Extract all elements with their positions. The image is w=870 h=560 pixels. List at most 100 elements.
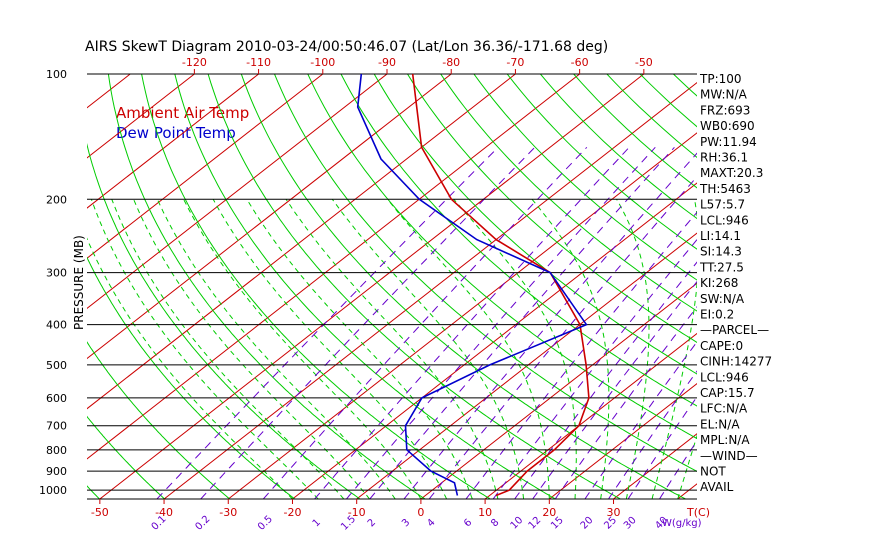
index-item: LI:14.1 [700,229,741,243]
index-item: EI:0.2 [700,308,734,322]
chart-title: AIRS SkewT Diagram 2010-03-24/00:50:46.0… [85,39,608,55]
bottom-temp-tick-label: -40 [155,506,173,519]
moist-adiabat-line [87,237,293,499]
index-item: MAXT:20.3 [700,166,763,180]
bottom-temp-tick-label: -10 [348,506,366,519]
moist-adiabat-line [285,199,499,499]
index-item: L57:5.7 [700,198,745,212]
index-item: MW:N/A [700,88,748,102]
index-item: —PARCEL— [700,323,769,337]
moist-adiabat-line [331,199,525,499]
dry-adiabat-line [87,415,165,499]
index-item: PW:11.94 [700,135,757,149]
moist-adiabat-line [183,199,422,499]
dry-adiabat-line [207,74,621,499]
index-item: EL:N/A [700,417,740,431]
top-temp-tick-label: -100 [310,56,335,69]
pressure-tick-label: 500 [46,359,67,372]
index-item: TH:5463 [699,182,751,196]
y-axis-label: PRESSURE (MB) [72,235,86,330]
temperature-profile-line [411,73,590,497]
pressure-tick-label: 400 [46,319,67,332]
isotherm-line [356,232,697,499]
dry-adiabat-line [87,256,296,499]
dry-adiabat-line [87,143,361,499]
isotherm-line [87,74,452,360]
mixing-ratio-tick-label: 2 [366,517,378,529]
pressure-tick-label: 300 [46,267,67,280]
dry-adiabat-line [87,341,231,499]
moist-adiabat-line [90,199,319,499]
pressure-tick-label: 200 [46,193,67,206]
index-item: AVAIL [700,480,734,494]
index-item: TT:27.5 [699,260,744,274]
index-item: FRZ:693 [700,103,750,117]
moist-adiabat-line [531,198,610,499]
index-item: NOT [700,465,726,479]
isotherm-line [99,74,645,499]
pressure-tick-label: 1000 [39,484,67,497]
index-item: SI:14.3 [700,245,742,259]
isotherm-line [87,74,388,310]
bottom-temp-tick-label: 30 [607,506,621,519]
mixing-ratio-line [200,146,536,499]
top-temp-tick-label: -70 [506,56,524,69]
isotherm-line [87,74,259,209]
index-item: LFC:N/A [700,402,748,416]
dry-adiabat-line [806,74,870,499]
dry-adiabat-line [373,74,697,375]
top-temp-tick-label: -80 [442,56,460,69]
mixing-ratio-tick-label: 6 [462,517,474,529]
mixing-ratio-tick-label: 0.5 [256,514,275,533]
mixing-ratio-tick-label: 0.2 [193,514,212,533]
isotherm-line [548,382,697,499]
isotherm-line [87,74,324,259]
isotherm-line [87,74,516,410]
index-item: —WIND— [700,449,758,463]
index-item: MPL:N/A [700,433,750,447]
mixing-ratio-unit-label: W(g/kg) [662,518,702,529]
top-temp-tick-label: -50 [635,56,653,69]
moist-adiabat-line [651,199,697,499]
moist-adiabat-line [133,199,370,499]
dry-adiabat-line [473,74,697,281]
moist-adiabat-line [677,434,697,499]
index-item: KI:268 [700,276,738,290]
index-item: WB0:690 [700,119,755,133]
dewpoint-profile-line [356,73,588,496]
dry-adiabat-line [773,74,870,499]
mixing-ratio-tick-label: 12 [527,515,544,532]
mixing-ratio-tick-label: 20 [579,515,596,532]
bottom-temp-tick-label: -50 [91,506,109,519]
index-item: RH:36.1 [700,151,748,165]
dry-adiabat-line [340,74,697,407]
mixing-ratio-line [346,146,656,499]
dry-adiabat-line [107,74,426,499]
index-item: SW:N/A [700,292,745,306]
mixing-ratio-tick-label: 4 [425,517,437,529]
index-item: CINH:14277 [700,355,772,369]
dry-adiabat-line [274,74,697,472]
pressure-tick-label: 600 [46,392,67,405]
dry-adiabat-line [740,74,870,499]
x-axis-unit-label: T(C) [686,506,710,519]
isotherm-line [420,282,697,499]
dry-adiabat-line [141,74,491,499]
dry-adiabat-line [407,74,697,343]
dry-adiabat-line [440,74,697,312]
isotherm-line [87,74,580,460]
mixing-ratio-line [262,146,588,499]
bottom-temp-tick-label: -30 [219,506,237,519]
isotherm-line [742,74,870,499]
dry-adiabat-line [240,74,686,499]
index-item: CAP:15.7 [700,386,755,400]
isotherm-line [163,82,697,499]
mixing-ratio-tick-label: 1 [311,517,323,529]
moist-adiabat-line [156,199,396,499]
bottom-temp-tick-label: 20 [542,506,556,519]
isotherm-line [806,74,870,499]
isotherm-line [0,74,2,499]
isotherm-line [87,74,195,159]
